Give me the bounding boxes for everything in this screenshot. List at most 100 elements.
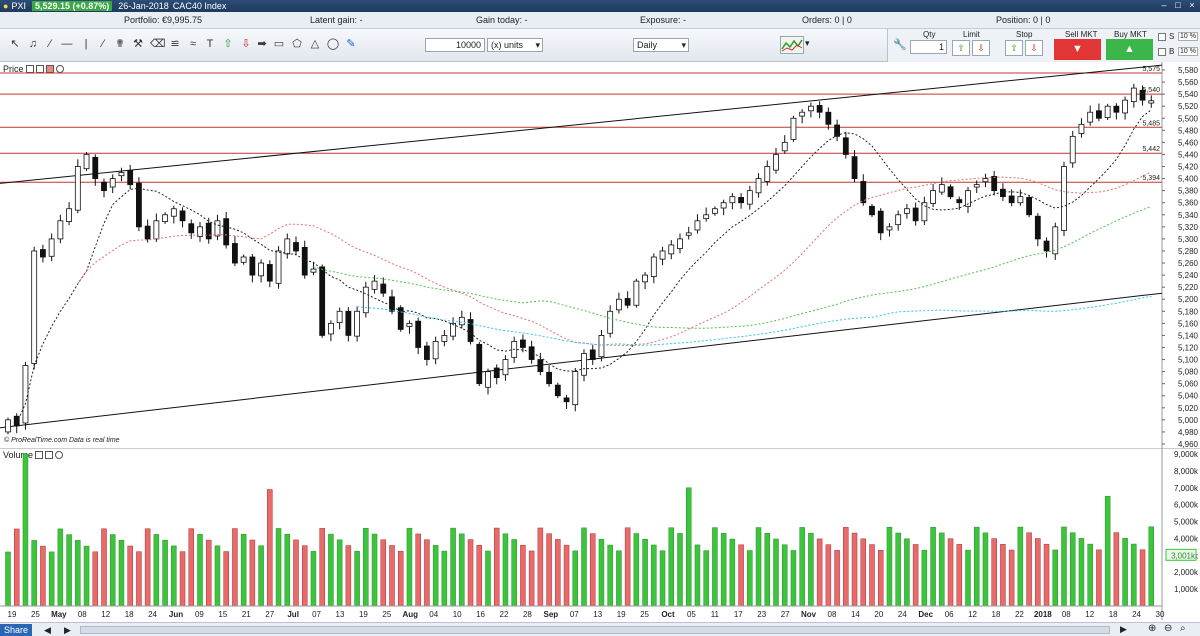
- app-name: PXI: [11, 1, 26, 11]
- volume-chart[interactable]: 9,000k 8,000k 7,000k 6,000k 5,000k 4,000k 3,00…: [0, 448, 1200, 620]
- title-date: 26-Jan-2018: [118, 1, 169, 11]
- qty-label: Qty: [923, 30, 936, 39]
- buy-mkt-button[interactable]: ▲: [1106, 39, 1153, 60]
- zoom-in-icon[interactable]: ⊕: [1148, 623, 1157, 634]
- portfolio-value: Portfolio: €9,995.75: [124, 15, 203, 25]
- cursor-icon[interactable]: ↖: [10, 38, 20, 50]
- x-tick-label: 18: [1109, 610, 1118, 619]
- fibonacci-icon[interactable]: ≌: [170, 38, 180, 50]
- bottom-bar: Share ◀ ▶ ▶ ⊕ ⊖ ⌕: [0, 622, 1200, 636]
- fan-icon[interactable]: ✟: [115, 38, 125, 50]
- position-count[interactable]: Position: 0 | 0: [996, 15, 1051, 25]
- limit-buy-button[interactable]: ⇧: [952, 40, 970, 56]
- sell-arrow-icon[interactable]: ⇩: [241, 38, 251, 50]
- volume-close-icon[interactable]: [55, 451, 64, 459]
- volume-bar: [1148, 526, 1155, 607]
- volume-settings-icon[interactable]: [35, 451, 44, 459]
- minimize-icon[interactable]: –: [1161, 0, 1167, 10]
- candle-body: [310, 268, 317, 273]
- candle-body: [956, 199, 963, 204]
- close-panel-icon[interactable]: [55, 65, 64, 73]
- limit-sell-button[interactable]: ⇩: [972, 40, 990, 56]
- volume-bar: [598, 539, 605, 607]
- candle-body: [22, 365, 29, 424]
- volume-bar: [214, 545, 221, 607]
- polygon-icon[interactable]: ⬠: [292, 38, 302, 50]
- price-chart[interactable]: 5,580 5,560 5,540 5,520 5,500 5,480 5,460 5,440…: [0, 62, 1200, 448]
- volume-bar: [450, 527, 456, 607]
- volume-bar: [747, 550, 753, 607]
- price-tick-label: 5,100: [1178, 356, 1199, 365]
- pencil-icon[interactable]: ✎: [346, 38, 356, 50]
- arrow-right-icon[interactable]: ➡: [257, 38, 267, 50]
- time-scrollbar[interactable]: [80, 626, 1110, 634]
- volume-panel-label: Volume: [3, 450, 34, 460]
- stop-sell-button[interactable]: ⇩: [1025, 40, 1043, 56]
- units-select[interactable]: (x) units: [487, 38, 543, 52]
- price-tick-label: 5,200: [1178, 295, 1199, 304]
- orders-count[interactable]: Orders: 0 | 0: [802, 15, 852, 25]
- quantity-input[interactable]: 10000: [425, 38, 485, 52]
- wrench-icon[interactable]: 🔧: [893, 39, 907, 51]
- volume-bar: [947, 538, 954, 607]
- line-tool-icon[interactable]: ∕: [49, 38, 51, 50]
- candle-body: [83, 154, 90, 170]
- triangle-icon[interactable]: △: [310, 38, 320, 50]
- volume-bar: [511, 539, 517, 607]
- candle-body: [668, 244, 675, 255]
- maximize-icon[interactable]: □: [1175, 0, 1181, 10]
- scroll-end-icon[interactable]: ▶: [1120, 624, 1127, 634]
- channel-icon[interactable]: ∕: [102, 38, 104, 50]
- buy-arrow-icon[interactable]: ⇧: [223, 38, 233, 50]
- delete-icon[interactable]: ⌫: [150, 38, 166, 50]
- upper-trendline: [0, 64, 1163, 184]
- hammer-icon[interactable]: ⚒: [133, 38, 143, 50]
- x-tick-label: 23: [757, 610, 766, 619]
- volume-bar: [118, 540, 125, 607]
- candle-body: [319, 266, 326, 336]
- chart-type-dropdown-icon[interactable]: ▾: [805, 38, 810, 48]
- text-tool-icon[interactable]: T: [206, 38, 214, 50]
- horizontal-line-icon[interactable]: —: [61, 38, 73, 50]
- candle-body: [1104, 105, 1111, 118]
- volume-bar: [424, 539, 430, 607]
- b-percent[interactable]: 10 %: [1178, 47, 1198, 56]
- settings-icon[interactable]: [25, 65, 34, 73]
- volume-bar: [555, 539, 561, 607]
- price-tick-label: 5,460: [1178, 138, 1199, 147]
- volume-tick-label: 7,000k: [1174, 484, 1199, 493]
- volume-bar: [973, 526, 980, 607]
- ellipse-icon[interactable]: ◯: [326, 38, 340, 50]
- zoom-out-icon[interactable]: ⊖: [1164, 623, 1173, 634]
- price-tick-label: 5,560: [1178, 78, 1199, 87]
- rectangle-icon[interactable]: ▭: [273, 38, 285, 50]
- share-button[interactable]: Share: [0, 624, 33, 636]
- stop-buy-button[interactable]: ⇧: [1005, 40, 1023, 56]
- close-icon[interactable]: ×: [1189, 0, 1195, 10]
- candle-body: [109, 178, 116, 188]
- vertical-line-icon[interactable]: |: [84, 38, 88, 50]
- s-percent[interactable]: 10 %: [1178, 32, 1198, 41]
- s-checkbox[interactable]: [1158, 33, 1166, 41]
- candle-body: [397, 307, 404, 330]
- volume-bar: [22, 453, 29, 607]
- wave-icon[interactable]: ≈: [189, 38, 197, 50]
- volume-window-icon[interactable]: [45, 451, 54, 459]
- alert-bell-icon[interactable]: ♫: [28, 38, 38, 50]
- zoom-reset-icon[interactable]: ⌕: [1180, 623, 1186, 634]
- x-tick-label: 07: [312, 610, 321, 619]
- volume-tick-label: 9,000k: [1174, 450, 1199, 459]
- chart-type-icon[interactable]: [780, 36, 804, 54]
- scroll-left-icon[interactable]: ◀: [44, 625, 51, 635]
- period-select[interactable]: Daily: [633, 38, 689, 52]
- chart-area[interactable]: Price 5,580 5,560 5,540 5,520 5,500 5,480 5,46…: [0, 62, 1200, 622]
- window-icon[interactable]: [35, 65, 44, 73]
- sell-mkt-button[interactable]: ▼: [1054, 39, 1101, 60]
- b-checkbox[interactable]: [1158, 48, 1166, 56]
- qty-input[interactable]: 1: [910, 40, 947, 54]
- x-tick-label: 24: [1132, 610, 1141, 619]
- scroll-right-icon[interactable]: ▶: [64, 625, 71, 635]
- volume-bar: [799, 527, 805, 607]
- candle-body: [48, 238, 55, 257]
- add-icon[interactable]: [45, 65, 54, 73]
